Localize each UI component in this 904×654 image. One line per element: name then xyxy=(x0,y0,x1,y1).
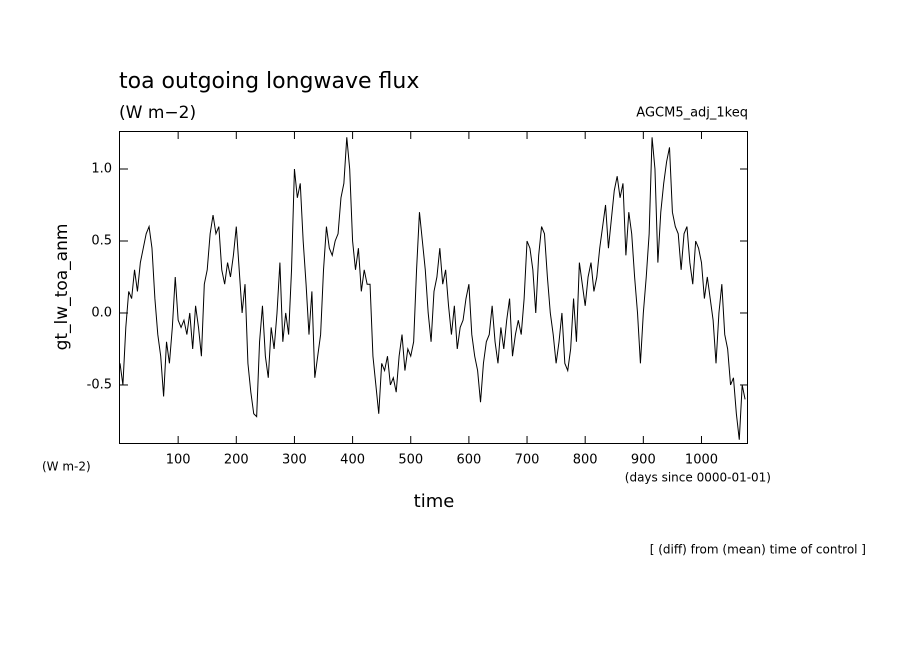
x-tick-label: 700 xyxy=(515,453,540,468)
plot-frame xyxy=(119,131,748,444)
x-tick-label: 600 xyxy=(456,453,481,468)
x-tick-label: 800 xyxy=(573,453,598,468)
y-axis-label: gt_lw_toa_anm xyxy=(52,224,72,351)
x-tick-label: 100 xyxy=(166,453,191,468)
x-axis-label: time xyxy=(414,491,455,512)
chart-subtitle: (W m−2) xyxy=(119,103,196,123)
x-tick-label: 500 xyxy=(398,453,423,468)
x-tick-label: 1000 xyxy=(685,453,718,468)
x-tick-label: 300 xyxy=(282,453,307,468)
y-tick-label: 0.5 xyxy=(91,233,112,248)
y-tick-label: 1.0 xyxy=(91,162,112,177)
x-tick-label: 200 xyxy=(224,453,249,468)
y-tick-label: -0.5 xyxy=(87,377,112,392)
x-tick-label: 900 xyxy=(631,453,656,468)
y-tick-label: 0.0 xyxy=(91,305,112,320)
annotation: AGCM5_adj_1keq xyxy=(636,106,748,121)
data-line xyxy=(119,137,746,440)
footnote: [ (diff) from (mean) time of control ] xyxy=(650,543,866,557)
x-tick-label: 400 xyxy=(340,453,365,468)
y-unit: (W m-2) xyxy=(42,460,91,474)
x-unit: (days since 0000-01-01) xyxy=(625,471,771,485)
chart-title: toa outgoing longwave flux xyxy=(119,69,419,94)
